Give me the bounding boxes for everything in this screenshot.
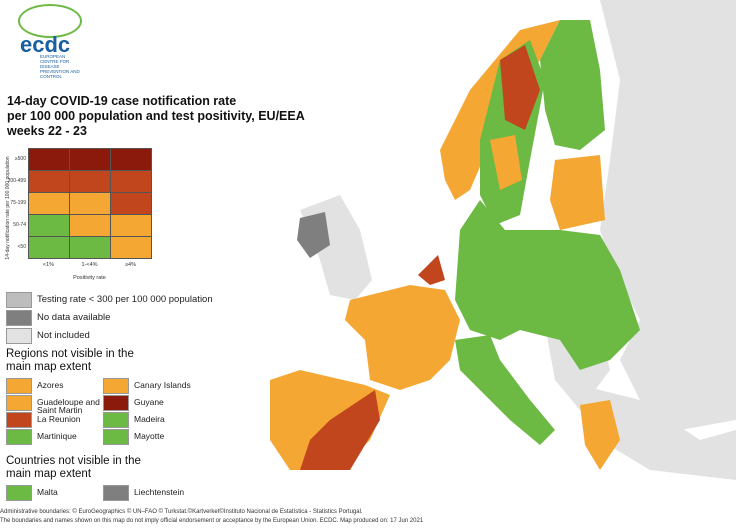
- row-label: <50: [17, 244, 26, 250]
- legend-swatch: [6, 310, 32, 326]
- region-label: Guyane: [134, 397, 164, 407]
- group-title: Regions not visible in the main map exte…: [6, 348, 134, 373]
- france: [345, 285, 460, 390]
- matrix-cell: [110, 236, 152, 259]
- region-swatch: [6, 429, 32, 445]
- col-label: ≥4%: [125, 262, 136, 268]
- region-label: Mayotte: [134, 431, 165, 441]
- col-label: 1-<4%: [81, 262, 98, 268]
- col-label: <1%: [42, 262, 55, 268]
- region-swatch: [6, 412, 32, 428]
- matrix-cell: [110, 192, 152, 215]
- matrix-cell: [28, 170, 70, 193]
- row-label: 75-199: [10, 200, 26, 206]
- matrix-cell: [28, 236, 70, 259]
- land-not-included: [600, 0, 736, 430]
- title: 14-day COVID-19 case notification rate pe…: [7, 94, 305, 139]
- region-swatch: [103, 378, 129, 394]
- logo-globe: [18, 4, 82, 38]
- matrix-cell: [28, 192, 70, 215]
- footer-line: The boundaries and names shown on this m…: [0, 518, 424, 524]
- region-label: Liechtenstein: [134, 487, 185, 497]
- spain-east: [300, 390, 380, 470]
- italy: [455, 335, 555, 445]
- matrix-cell: [69, 192, 111, 215]
- title-line: weeks 22 - 23: [7, 124, 87, 138]
- region-label: Azores: [37, 380, 64, 390]
- group-title: Countries not visible in the main map ex…: [6, 455, 141, 480]
- matrix-cell: [28, 214, 70, 237]
- logo-name: ecdc: [20, 32, 71, 57]
- region-swatch: [6, 395, 32, 411]
- region-swatch: [6, 378, 32, 394]
- region-swatch: [103, 429, 129, 445]
- legend-label: Testing rate < 300 per 100 000 populatio…: [37, 294, 213, 305]
- title-line: 14-day COVID-19 case notification rate: [7, 94, 237, 108]
- netherlands: [418, 255, 445, 285]
- matrix-cell: [110, 148, 152, 171]
- region-label: Malta: [37, 487, 58, 497]
- region-label: Guadeloupe and Saint Martin: [37, 397, 100, 415]
- matrix-cell: [69, 214, 111, 237]
- region-label: Martinique: [37, 431, 77, 441]
- region-swatch: [103, 412, 129, 428]
- row-label: 50-74: [13, 222, 26, 228]
- finland: [540, 20, 605, 150]
- title-line: per 100 000 population and test positivi…: [7, 109, 305, 123]
- sweden-north: [500, 45, 540, 130]
- legend-label: Not included: [37, 330, 90, 341]
- y-axis-label: 14-day notification rate per 100 000 pop…: [5, 156, 11, 260]
- footer-line: Administrative boundaries: © EuroGeograp…: [0, 509, 363, 515]
- row-label: ≥500: [14, 156, 26, 162]
- matrix-cell: [69, 236, 111, 259]
- legend-swatch: [6, 292, 32, 308]
- matrix-cell: [69, 170, 111, 193]
- matrix-cell: [28, 148, 70, 171]
- region-label: La Reunion: [37, 414, 81, 424]
- baltics: [550, 155, 605, 230]
- matrix-cell: [69, 148, 111, 171]
- region-label: Canary Islands: [134, 380, 191, 390]
- matrix-cell: [110, 170, 152, 193]
- row-label: 200-499: [7, 178, 26, 184]
- legend-swatch: [6, 328, 32, 344]
- ireland: [297, 212, 330, 258]
- region-swatch: [103, 485, 129, 501]
- logo-subtitle: EUROPEAN CENTRE FOR DISEASE PREVENTION A…: [40, 54, 80, 79]
- central-europe: [455, 200, 640, 370]
- x-axis-label: Positivity rate: [73, 275, 106, 281]
- greece: [580, 400, 620, 470]
- region-swatch: [103, 395, 129, 411]
- sweden-mid: [490, 135, 522, 190]
- region-label: Madeira: [134, 414, 165, 424]
- region-swatch: [6, 485, 32, 501]
- matrix-cell: [110, 214, 152, 237]
- legend-label: No data available: [37, 312, 111, 323]
